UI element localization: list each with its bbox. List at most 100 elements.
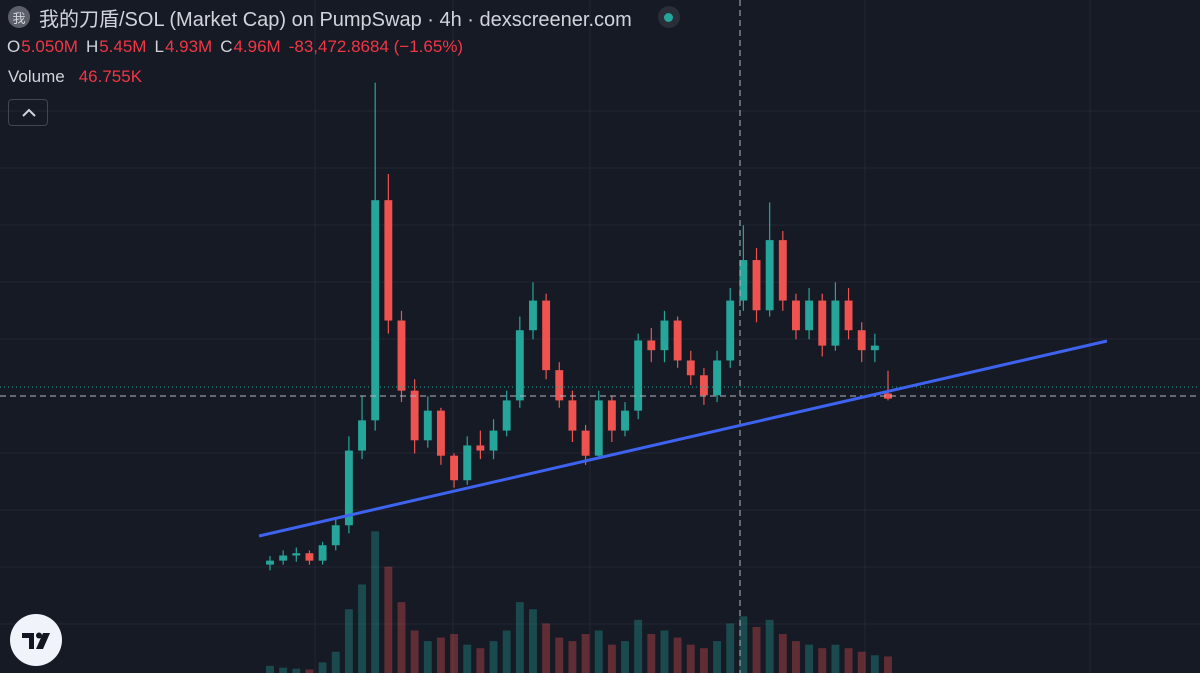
candle-body bbox=[476, 445, 485, 451]
title-row: 我 我的刀盾/SOL (Market Cap) on PumpSwap · 4h… bbox=[8, 2, 680, 32]
candle-body bbox=[660, 320, 669, 351]
ohlc-row: O 5.050M H 5.45M L 4.93M C 4.96M -83,472.868… bbox=[7, 36, 471, 58]
status-dot bbox=[657, 6, 680, 28]
volume-label: Volume bbox=[8, 67, 65, 86]
candle-body bbox=[699, 375, 708, 396]
candle-body bbox=[450, 455, 459, 481]
volume-bar bbox=[884, 656, 892, 673]
volume-bar bbox=[266, 665, 274, 673]
candle-body bbox=[621, 410, 629, 431]
volume-bar bbox=[279, 667, 288, 673]
candle-body bbox=[436, 410, 445, 456]
volume-bar bbox=[831, 644, 840, 673]
candle-body bbox=[594, 400, 603, 456]
volume-bar bbox=[476, 648, 485, 673]
volume-bar bbox=[436, 637, 445, 673]
candle-body bbox=[673, 320, 682, 361]
volume-bar bbox=[410, 630, 419, 673]
candle-body bbox=[292, 553, 301, 556]
volume-bar bbox=[739, 616, 748, 673]
candle-body bbox=[502, 400, 511, 431]
volume-bar bbox=[581, 634, 590, 673]
low-label: L bbox=[154, 37, 164, 56]
candle-body bbox=[358, 420, 366, 451]
volume-bar bbox=[331, 651, 340, 673]
volume-bar bbox=[318, 662, 327, 673]
candle-body bbox=[318, 545, 327, 561]
close-value: 4.96M bbox=[233, 37, 281, 56]
volume-bar bbox=[726, 623, 735, 673]
volume-bar bbox=[502, 630, 511, 673]
volume-bar bbox=[870, 655, 879, 673]
candle-body bbox=[555, 370, 564, 401]
candle-body bbox=[713, 360, 722, 396]
candle-body bbox=[818, 300, 827, 346]
volume-bar bbox=[344, 609, 353, 673]
volume-bar bbox=[384, 566, 393, 673]
candle-body bbox=[515, 330, 524, 401]
candle-body bbox=[647, 340, 656, 351]
candle-body bbox=[581, 430, 590, 456]
volume-bar bbox=[634, 619, 643, 673]
candle-body bbox=[344, 450, 353, 526]
candle-body bbox=[463, 445, 472, 481]
candle-body bbox=[489, 430, 498, 451]
volume-bar bbox=[686, 644, 695, 673]
volume-value: 46.755K bbox=[78, 67, 143, 86]
candle-body bbox=[752, 260, 761, 311]
volume-bar bbox=[529, 609, 537, 673]
candle-body bbox=[726, 300, 735, 361]
collapse-button[interactable] bbox=[8, 99, 48, 126]
candle-body bbox=[568, 400, 577, 431]
volume-bar bbox=[542, 623, 551, 673]
candle-body bbox=[857, 330, 866, 351]
volume-bar bbox=[463, 644, 472, 673]
high-value: 5.45M bbox=[99, 37, 147, 56]
volume-bar bbox=[607, 644, 616, 673]
candle-body bbox=[542, 300, 551, 371]
volume-bar bbox=[818, 648, 827, 673]
candle-body bbox=[384, 200, 393, 321]
candle-body bbox=[371, 200, 380, 421]
candle-body bbox=[331, 525, 340, 546]
low-value: 4.93M bbox=[164, 37, 213, 56]
volume-bar bbox=[621, 641, 629, 673]
chevron-icon bbox=[22, 108, 36, 117]
volume-bar bbox=[423, 641, 432, 673]
candle-body bbox=[423, 410, 432, 441]
change-value: -83,472.8684 (−1.65%) bbox=[288, 37, 464, 56]
open-label: O bbox=[7, 37, 21, 56]
tradingview-logo[interactable] bbox=[10, 614, 62, 666]
candle-body bbox=[739, 260, 748, 301]
candle-body bbox=[686, 360, 695, 376]
volume-bar bbox=[371, 531, 380, 673]
candle-body bbox=[305, 553, 314, 561]
close-label: C bbox=[220, 37, 233, 56]
logo-icon bbox=[22, 632, 50, 649]
volume-bar bbox=[647, 634, 656, 673]
candle-body bbox=[266, 560, 274, 565]
volume-bar bbox=[778, 634, 787, 673]
volume-bar bbox=[752, 626, 761, 673]
candle-layer bbox=[266, 82, 892, 571]
volume-bar bbox=[397, 602, 406, 673]
high-label: H bbox=[85, 37, 99, 56]
volume-bar bbox=[305, 669, 314, 673]
volume-bar bbox=[844, 648, 853, 673]
volume-layer bbox=[266, 531, 892, 673]
volume-bar bbox=[358, 584, 366, 673]
volume-bar bbox=[792, 641, 800, 673]
candle-body bbox=[831, 300, 840, 346]
candle-body bbox=[778, 240, 787, 301]
candle-body bbox=[529, 300, 537, 331]
candle-body bbox=[765, 240, 774, 311]
volume-bar bbox=[292, 668, 301, 673]
trend-line[interactable] bbox=[258, 339, 1108, 538]
volume-bar bbox=[857, 651, 866, 673]
token-avatar: 我 bbox=[8, 6, 30, 28]
candle-body bbox=[884, 393, 892, 399]
volume-bar bbox=[805, 644, 814, 673]
candle-body bbox=[805, 300, 814, 331]
